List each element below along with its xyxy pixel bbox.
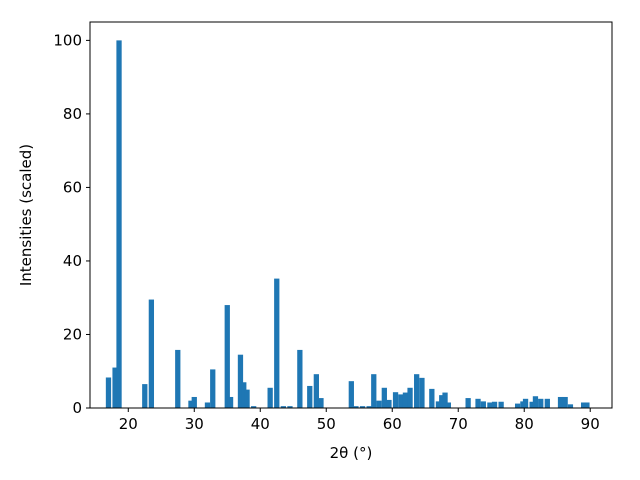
y-tick-label: 20 — [63, 325, 82, 343]
bar — [244, 389, 250, 408]
bar — [307, 385, 313, 408]
x-axis-label: 2θ (°) — [330, 444, 373, 462]
y-tick-label: 60 — [63, 178, 82, 196]
x-tick-label: 30 — [185, 415, 204, 433]
x-tick-label: 70 — [449, 415, 468, 433]
y-tick-label: 40 — [63, 252, 82, 270]
bar — [562, 396, 568, 408]
y-tick-label: 0 — [72, 399, 82, 417]
bar — [584, 402, 590, 408]
y-tick-label: 80 — [63, 105, 82, 123]
bar — [241, 382, 247, 408]
plot-frame — [89, 21, 613, 409]
bar — [414, 374, 420, 408]
bar — [313, 374, 319, 408]
bar — [392, 392, 399, 408]
bar — [359, 406, 366, 408]
bar — [287, 406, 293, 408]
bar — [116, 40, 122, 408]
bar — [267, 387, 273, 408]
y-tick-label: 100 — [53, 31, 82, 49]
bar — [353, 406, 359, 408]
bar — [175, 349, 181, 408]
bar — [148, 299, 155, 408]
y-axis-label: Intensities (scaled) — [17, 144, 35, 286]
x-tick-label: 40 — [251, 415, 270, 433]
bar — [514, 403, 521, 408]
bar — [557, 396, 564, 408]
bar — [544, 398, 550, 408]
bar — [188, 400, 194, 408]
bar — [491, 401, 498, 408]
bar — [204, 402, 211, 408]
bar — [407, 387, 413, 408]
bar — [142, 384, 148, 408]
bar — [529, 401, 535, 408]
x-tick-label: 90 — [581, 415, 600, 433]
bar — [376, 400, 382, 408]
bar — [366, 406, 372, 408]
bar — [538, 398, 544, 408]
bar — [429, 388, 435, 408]
bar — [567, 404, 574, 408]
bar — [532, 396, 539, 408]
bar — [402, 392, 409, 408]
bar — [371, 374, 377, 408]
bar — [348, 381, 354, 408]
x-tick-label: 80 — [515, 415, 534, 433]
bar — [191, 396, 197, 408]
bar — [224, 305, 230, 408]
bar — [112, 367, 118, 408]
bar — [522, 398, 529, 408]
bar — [105, 377, 112, 408]
bar — [297, 349, 303, 408]
bar — [439, 395, 445, 408]
bar — [435, 401, 442, 408]
bar — [318, 398, 324, 408]
x-tick-label: 20 — [119, 415, 138, 433]
bar — [280, 406, 286, 408]
bar — [465, 398, 471, 408]
bar — [274, 278, 280, 408]
bar — [251, 406, 257, 408]
bar — [237, 354, 244, 408]
bar — [498, 401, 504, 408]
bar — [398, 394, 404, 408]
bar — [480, 401, 486, 408]
bar — [580, 402, 587, 408]
bar — [445, 402, 451, 408]
bar — [227, 396, 234, 408]
x-tick-label: 50 — [317, 415, 336, 433]
bar — [386, 399, 392, 408]
bar — [419, 377, 425, 408]
bar — [475, 398, 481, 408]
bar — [210, 369, 216, 408]
bar — [381, 387, 387, 408]
bar — [487, 402, 493, 408]
bar — [442, 392, 448, 408]
x-tick-label: 60 — [383, 415, 402, 433]
